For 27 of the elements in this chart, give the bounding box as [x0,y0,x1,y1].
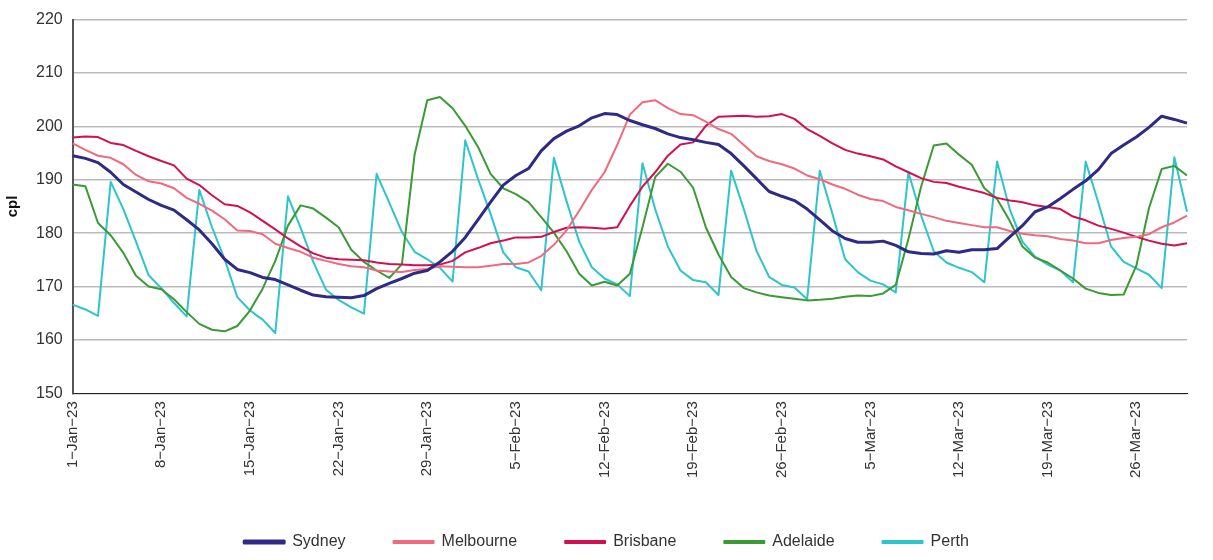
x-tick-label: 19−Feb−23 [683,401,701,479]
x-tick-label: 12−Feb−23 [594,401,612,479]
x-tick-label: 8−Jan−23 [151,401,169,468]
x-tick-label: 5−Mar−23 [860,401,878,470]
y-tick-label: 160 [35,330,63,348]
y-tick-label: 150 [35,383,63,401]
y-axis-title: cpl [3,195,21,218]
x-tick-label: 29−Jan−23 [417,401,435,477]
y-tick-label: 200 [35,116,63,134]
x-tick-label: 1−Jan−23 [62,401,80,468]
x-tick-label: 12−Mar−23 [949,401,967,478]
y-tick-label: 170 [35,276,63,294]
legend-label: Adelaide [772,532,835,550]
legend-label: Sydney [292,532,346,550]
legend-label: Perth [930,532,969,550]
x-tick-label: 15−Jan−23 [240,401,258,477]
legend-label: Brisbane [613,532,677,550]
x-tick-label: 26−Feb−23 [771,401,789,479]
y-tick-label: 220 [35,10,63,28]
y-tick-label: 210 [35,63,63,81]
x-tick-label: 19−Mar−23 [1037,401,1055,478]
y-tick-label: 180 [35,223,63,241]
legend-label: Melbourne [441,532,518,550]
x-tick-label: 22−Jan−23 [328,401,346,477]
x-tick-label: 5−Feb−23 [506,401,524,470]
x-tick-label: 26−Mar−23 [1126,401,1144,478]
y-tick-label: 190 [35,170,63,188]
